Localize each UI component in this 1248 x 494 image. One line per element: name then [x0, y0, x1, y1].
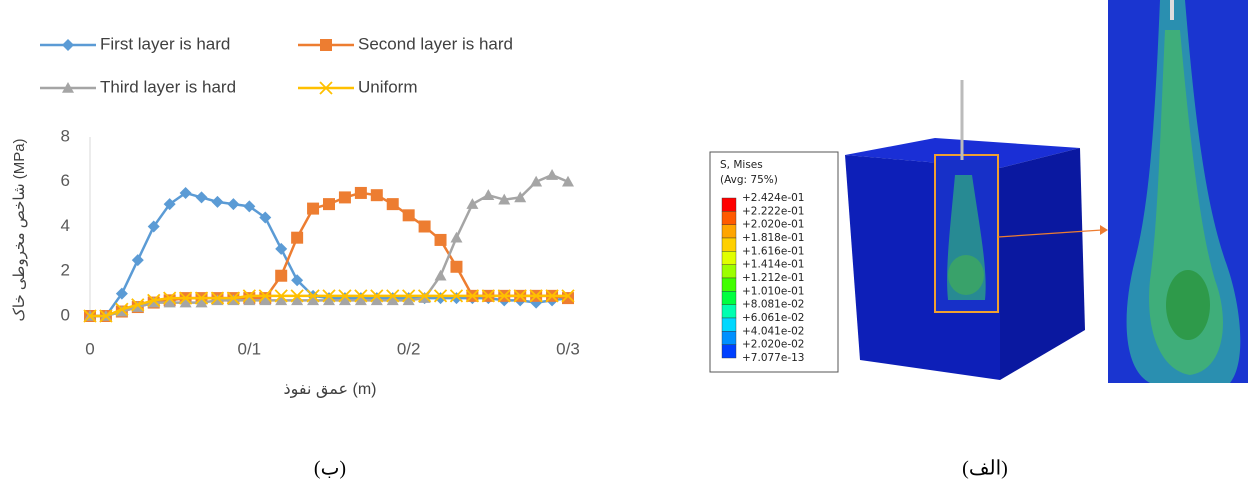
marker [435, 270, 447, 281]
marker [355, 187, 367, 199]
contour-swatch [722, 198, 736, 211]
marker [466, 198, 478, 209]
y-tick-label: 8 [61, 126, 70, 145]
legend-label: Uniform [358, 77, 418, 96]
contour-subtitle: (Avg: 75%) [720, 174, 778, 186]
y-axis-label: شاخص مخروطی خاک (MPa) [11, 138, 28, 321]
contour-label: +1.010e-01 [742, 285, 804, 297]
contour-label: +1.212e-01 [742, 272, 804, 284]
legend-item: Third layer is hard [40, 77, 236, 96]
contour-swatch [722, 238, 736, 251]
marker [323, 198, 335, 210]
caption: (الف) [962, 458, 1008, 480]
marker [435, 292, 447, 304]
y-tick-label: 2 [61, 261, 70, 280]
x-tick-label: 0 [85, 339, 94, 358]
contour-label: +2.020e-02 [742, 339, 804, 351]
marker [132, 254, 144, 266]
marker [62, 39, 74, 51]
contour-label: +7.077e-13 [742, 352, 804, 364]
page: {"chart_data": {"type": "line", "y_label… [0, 0, 1248, 489]
x-tick-label: 0/1 [238, 339, 262, 358]
legend-label: Third layer is hard [100, 77, 236, 96]
marker [320, 39, 332, 51]
marker [562, 292, 574, 304]
contour-swatch [722, 211, 736, 224]
contour-swatch [722, 278, 736, 291]
contour-label: +1.818e-01 [742, 232, 804, 244]
y-tick-label: 4 [61, 216, 70, 235]
marker [291, 232, 303, 244]
marker [419, 221, 431, 233]
contour-label: +6.061e-02 [742, 312, 804, 324]
x-tick-label: 0/3 [556, 339, 580, 358]
y-tick-label: 0 [61, 305, 70, 324]
marker [403, 209, 415, 221]
contour-swatch [722, 291, 736, 304]
legend-label: Second layer is hard [358, 34, 513, 53]
contour-swatch [722, 251, 736, 264]
contour-swatch [722, 305, 736, 318]
contour-label: +1.616e-01 [742, 245, 804, 257]
contour-title: S, Mises [720, 159, 763, 171]
marker [275, 270, 287, 282]
marker [196, 191, 208, 203]
marker [546, 169, 558, 180]
contour-label: +2.020e-01 [742, 219, 804, 231]
marker [227, 198, 239, 210]
contour-swatches: +2.424e-01+2.222e-01 +2.020e-01+1.818e-01… [722, 192, 804, 364]
marker [211, 196, 223, 208]
y-tick-label: 6 [61, 171, 70, 190]
fem-model [845, 0, 1248, 383]
contour-swatch [722, 318, 736, 331]
contour-swatch [722, 265, 736, 278]
contour-label: +1.414e-01 [742, 259, 804, 271]
marker [275, 243, 287, 255]
x-tick-label: 0/2 [397, 339, 421, 358]
figure: شاخص مخروطی خاک (MPa) عمق نفوذ (m) (ب) (… [0, 0, 1248, 489]
legend-item: First layer is hard [40, 34, 230, 53]
contour-label: +2.424e-01 [742, 192, 804, 204]
marker [482, 189, 494, 200]
marker [371, 189, 383, 201]
marker [435, 234, 447, 246]
contour-swatch [722, 225, 736, 238]
x-axis-label: عمق نفوذ (m) [284, 381, 377, 399]
legend-item: Uniform [298, 77, 418, 96]
contour-swatch [722, 345, 736, 358]
marker [387, 198, 399, 210]
marker [450, 232, 462, 243]
contour-swatch [722, 331, 736, 344]
marker [307, 203, 319, 215]
legend-label: First layer is hard [100, 34, 230, 53]
contour-label: +4.041e-02 [742, 325, 804, 337]
marker [450, 261, 462, 273]
marker [450, 292, 462, 304]
legend-item: Second layer is hard [298, 34, 513, 53]
marker [339, 191, 351, 203]
caption: (ب) [314, 458, 346, 480]
contour-label: +8.081e-02 [742, 299, 804, 311]
contour-label: +2.222e-01 [742, 205, 804, 217]
